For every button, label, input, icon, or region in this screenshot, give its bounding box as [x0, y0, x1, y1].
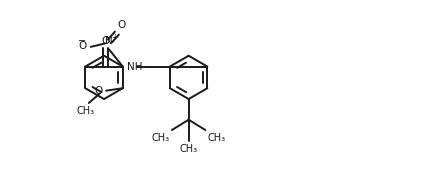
Text: CH₃: CH₃	[207, 133, 226, 143]
Text: O: O	[78, 41, 86, 51]
Text: CH₃: CH₃	[180, 144, 198, 154]
Text: O: O	[117, 20, 125, 30]
Text: O: O	[95, 86, 103, 96]
Text: NH: NH	[127, 62, 142, 72]
Text: N: N	[105, 36, 113, 46]
Text: CH₃: CH₃	[77, 106, 95, 116]
Text: O: O	[102, 36, 110, 46]
Text: CH₃: CH₃	[152, 133, 170, 143]
Text: +: +	[111, 33, 117, 42]
Text: −: −	[78, 36, 86, 46]
